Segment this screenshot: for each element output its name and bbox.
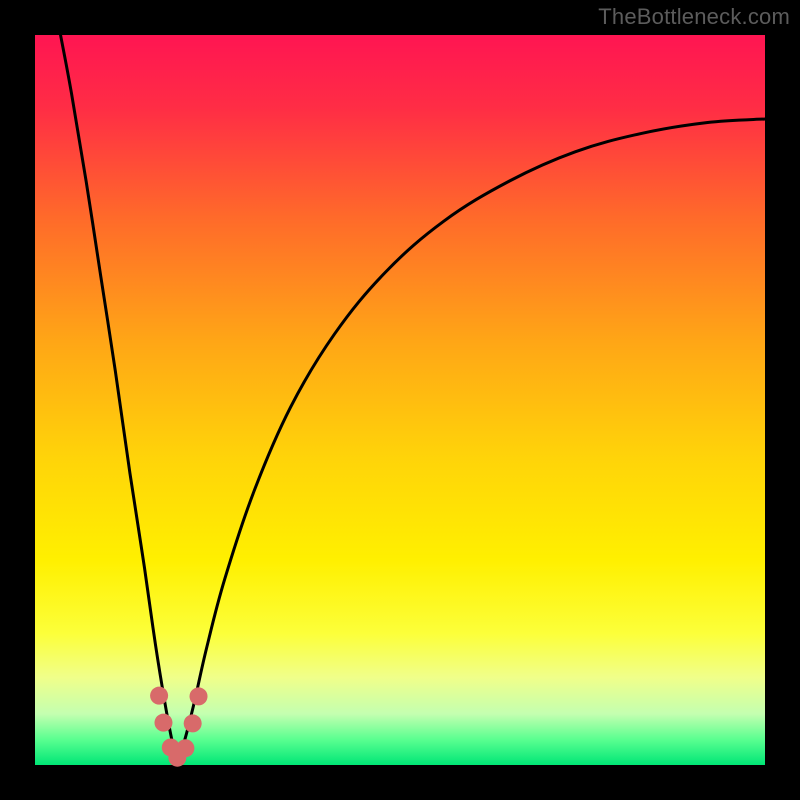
minimum-marker [176,739,194,757]
chart-stage: TheBottleneck.com [0,0,800,800]
watermark-text: TheBottleneck.com [598,4,790,30]
minimum-marker [154,714,172,732]
minimum-marker [190,687,208,705]
minimum-marker [184,714,202,732]
bottleneck-chart-svg [0,0,800,800]
minimum-marker [150,687,168,705]
chart-background [35,35,765,765]
